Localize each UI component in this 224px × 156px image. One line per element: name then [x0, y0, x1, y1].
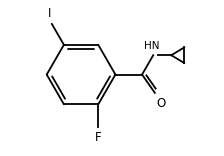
Text: O: O: [157, 97, 166, 110]
Text: F: F: [95, 131, 101, 144]
Text: HN: HN: [144, 41, 159, 51]
Text: I: I: [48, 7, 52, 20]
